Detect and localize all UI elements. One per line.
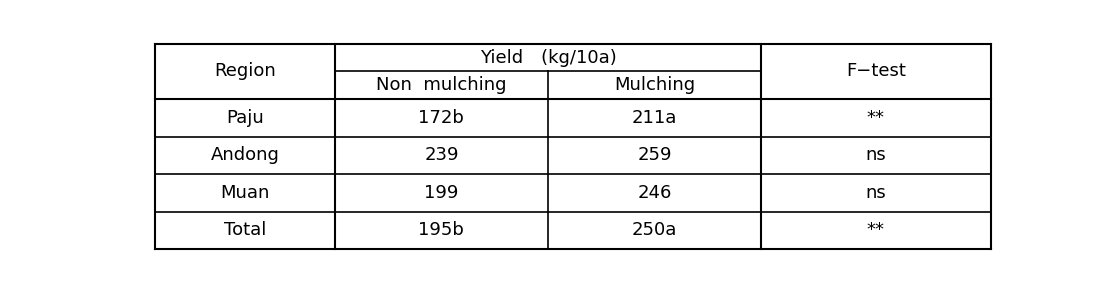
Text: Total: Total [224, 222, 266, 240]
Text: F−test: F−test [846, 62, 906, 80]
Text: Mulching: Mulching [614, 76, 695, 94]
Text: **: ** [866, 222, 884, 240]
Text: 259: 259 [637, 146, 672, 164]
Text: ns: ns [865, 146, 887, 164]
Text: **: ** [866, 109, 884, 127]
Text: 211a: 211a [632, 109, 678, 127]
Text: 195b: 195b [418, 222, 464, 240]
Text: Region: Region [215, 62, 276, 80]
Text: Non  mulching: Non mulching [376, 76, 506, 94]
Text: Paju: Paju [226, 109, 264, 127]
Text: Muan: Muan [220, 184, 269, 202]
Text: 239: 239 [424, 146, 458, 164]
Text: 172b: 172b [418, 109, 464, 127]
Text: ns: ns [865, 184, 887, 202]
Text: Yield (kg/10a): Yield (kg/10a) [480, 49, 616, 67]
Text: Andong: Andong [210, 146, 280, 164]
Text: 250a: 250a [632, 222, 678, 240]
Text: 246: 246 [637, 184, 672, 202]
Text: 199: 199 [424, 184, 458, 202]
